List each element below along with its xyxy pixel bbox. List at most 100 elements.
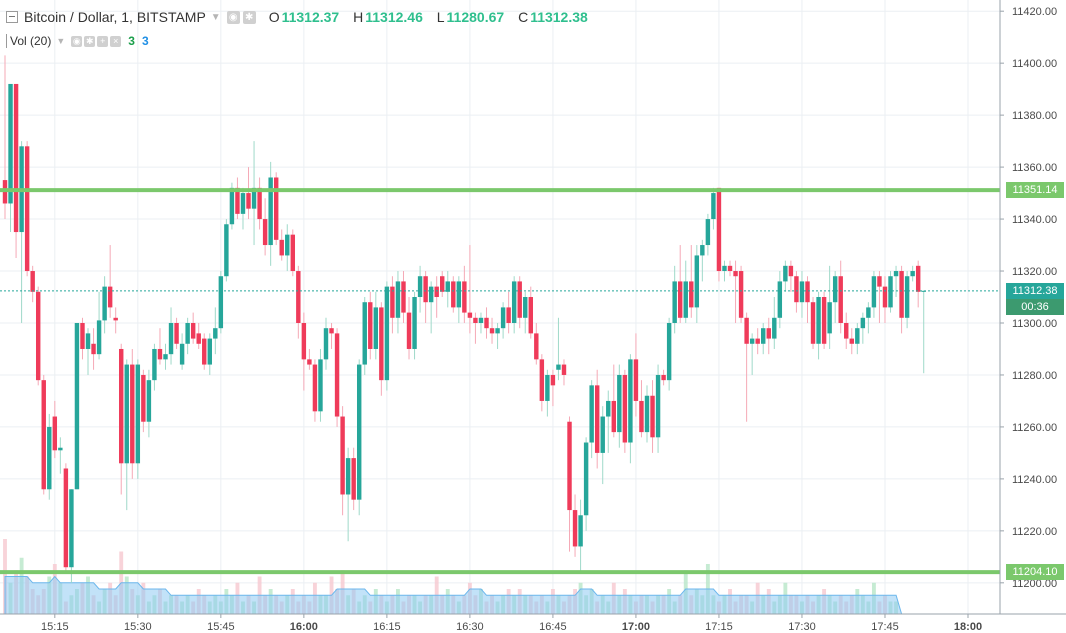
candle-body	[539, 359, 545, 401]
volume-legend: Vol (20) ▼ ◉ ✱ + × 3 3	[6, 34, 149, 48]
time-tick-label: 18:00	[954, 621, 982, 633]
candle-body	[163, 354, 168, 360]
candle-body	[528, 297, 533, 334]
candle-body	[628, 359, 633, 443]
candle-body	[434, 286, 439, 298]
candle-body	[904, 276, 910, 318]
collapse-legend-icon[interactable]	[6, 11, 18, 23]
candle-body	[489, 328, 495, 334]
candle-body	[816, 297, 821, 344]
price-tick-label: 11380.00	[1012, 110, 1057, 122]
candle-body	[788, 265, 794, 277]
gear-icon[interactable]: ✱	[84, 35, 96, 47]
candle-body	[716, 187, 722, 272]
close-icon[interactable]: ×	[110, 35, 122, 47]
close-value: 11312.38	[530, 9, 588, 25]
candle-body	[578, 515, 583, 547]
time-tick-label: 16:45	[539, 621, 567, 633]
candle-body	[600, 416, 605, 453]
candle-body	[744, 317, 749, 344]
eye-icon[interactable]: ◉	[226, 10, 240, 24]
candle-body	[445, 281, 450, 292]
low-value: 11280.67	[446, 9, 505, 25]
candle-body	[174, 322, 179, 344]
candle-body	[401, 281, 406, 313]
candle-body	[639, 400, 644, 433]
symbol-legend: Bitcoin / Dollar, 1, BITSTAMP ▼ ◉ ✱ O 113…	[6, 9, 598, 25]
candle-body	[246, 193, 251, 209]
candle-body	[141, 374, 146, 422]
candle-body	[257, 187, 262, 220]
candle-body	[323, 328, 329, 360]
candle-body	[428, 286, 434, 303]
candle-body	[478, 317, 484, 323]
candle-body	[318, 359, 323, 412]
candle-body	[179, 343, 185, 365]
candle-body	[96, 320, 102, 355]
candle-body	[345, 458, 351, 495]
bar-countdown-tag: 00:36	[1006, 298, 1064, 315]
candle-body	[545, 374, 550, 401]
candle-body	[727, 265, 733, 272]
candle-body	[290, 234, 296, 272]
candle-body	[52, 416, 58, 451]
high-value: 11312.46	[365, 9, 423, 25]
price-tick-label: 11400.00	[1012, 58, 1057, 70]
candle-body	[733, 271, 738, 277]
close-key: C	[518, 9, 529, 25]
candle-body	[738, 271, 744, 318]
candle-body	[882, 286, 888, 308]
candle-body	[766, 328, 771, 339]
candle-body	[888, 276, 893, 308]
candle-body	[301, 322, 307, 360]
candle-body	[124, 364, 129, 464]
candle-body	[262, 219, 268, 246]
candle-body	[777, 281, 783, 318]
candle-body	[666, 322, 672, 381]
volume-label[interactable]: Vol (20)	[6, 34, 51, 48]
price-tick-label: 11260.00	[1012, 422, 1057, 434]
candle-body	[279, 239, 284, 256]
candle-body	[13, 83, 19, 233]
time-tick-label: 15:15	[41, 621, 69, 633]
time-tick-label: 16:30	[456, 621, 484, 633]
candle-body	[456, 281, 462, 308]
time-tick-label: 17:00	[622, 621, 650, 633]
candle-body	[633, 359, 639, 401]
candle-body	[677, 281, 683, 318]
candle-body	[689, 281, 694, 308]
candle-body	[91, 343, 96, 355]
price-tick-label: 11200.00	[1012, 578, 1057, 590]
chevron-down-icon[interactable]: ▼	[210, 11, 221, 23]
candle-body	[80, 322, 85, 349]
time-tick-label: 15:45	[207, 621, 235, 633]
candle-body	[196, 333, 201, 344]
candle-body	[722, 265, 727, 272]
gear-icon[interactable]: ✱	[242, 10, 256, 24]
candle-body	[451, 281, 456, 308]
candle-body	[395, 281, 401, 318]
low-key: L	[436, 9, 445, 25]
candle-body	[694, 255, 700, 308]
candle-body	[761, 328, 766, 344]
candle-body	[423, 276, 428, 303]
candle-body	[296, 271, 301, 323]
plus-icon[interactable]: +	[97, 35, 109, 47]
time-tick-label: 16:00	[290, 621, 318, 633]
symbol-label[interactable]: Bitcoin / Dollar, 1, BITSTAMP	[24, 9, 206, 25]
eye-icon[interactable]: ◉	[71, 35, 83, 47]
candle-body	[235, 187, 240, 214]
candle-body	[113, 317, 118, 321]
chevron-down-icon[interactable]: ▼	[56, 36, 66, 46]
candle-body	[556, 364, 561, 370]
candle-body	[821, 297, 827, 344]
candle-body	[47, 426, 52, 490]
candle-body	[661, 374, 666, 381]
candle-body	[207, 338, 212, 365]
candle-body	[41, 380, 46, 490]
chart-grid	[0, 0, 1000, 614]
candle-body	[484, 317, 489, 329]
candle-body	[102, 286, 107, 321]
